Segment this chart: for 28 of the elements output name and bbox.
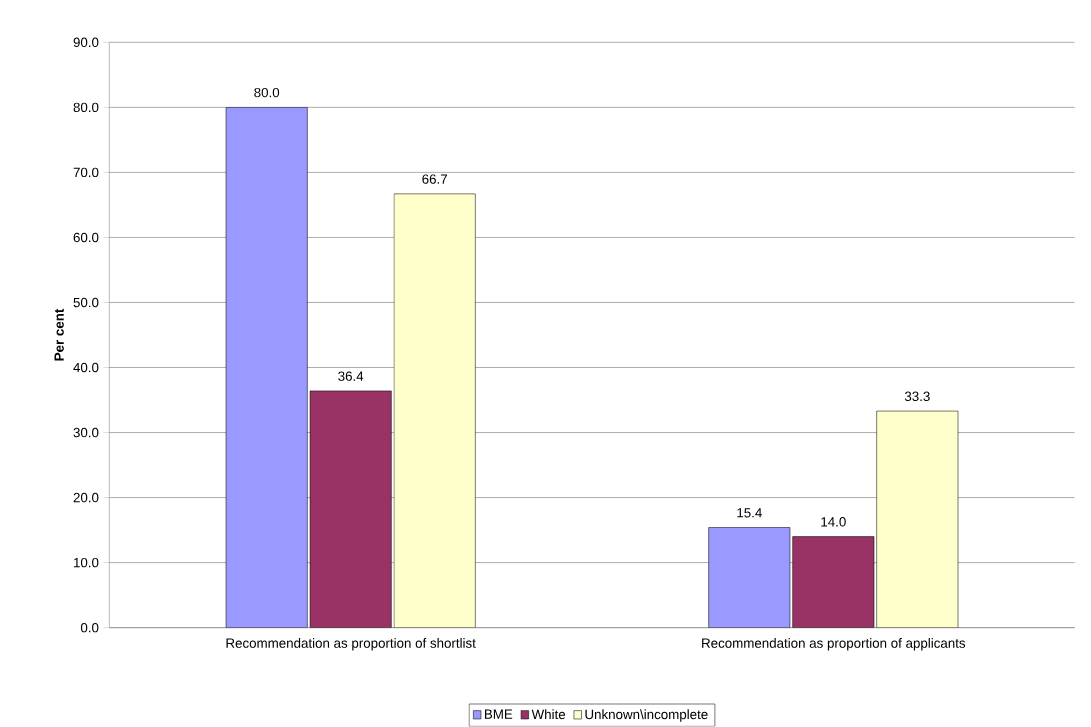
data-label: 15.4 — [737, 508, 762, 518]
y-tick-label: 10.0 — [74, 558, 99, 568]
y-tick-label: 90.0 — [73, 37, 99, 48]
data-label: 14.0 — [821, 517, 846, 527]
y-tick-label: 0.0 — [80, 623, 99, 633]
y-tick-label: 70.0 — [73, 167, 99, 178]
y-tick-label: 40.0 — [73, 362, 99, 373]
x-tick-label: Recommendation as proportion of applicants — [702, 638, 966, 651]
data-label: 33.3 — [904, 391, 930, 402]
data-label: 80.0 — [254, 88, 280, 98]
bar — [876, 411, 959, 628]
y-tick-label: 60.0 — [73, 232, 99, 243]
bar — [393, 193, 476, 628]
y-tick-label: 50.0 — [73, 297, 99, 308]
y-tick-label: 20.0 — [73, 493, 99, 503]
bar — [225, 107, 308, 628]
legend-label: Unknown\incomplete — [585, 709, 708, 722]
bar — [708, 527, 791, 628]
bar — [792, 536, 875, 628]
y-tick-label: 30.0 — [73, 428, 99, 438]
legend-label: White — [531, 709, 566, 720]
bar — [309, 390, 392, 628]
y-tick-label: 80.0 — [73, 102, 99, 113]
legend-label: BME — [485, 709, 513, 719]
x-tick-label: Recommendation as proportion of shortlist — [226, 638, 476, 651]
y-axis-title: Per cent — [54, 309, 64, 361]
data-label: 66.7 — [422, 174, 447, 184]
data-label: 36.4 — [338, 371, 364, 382]
